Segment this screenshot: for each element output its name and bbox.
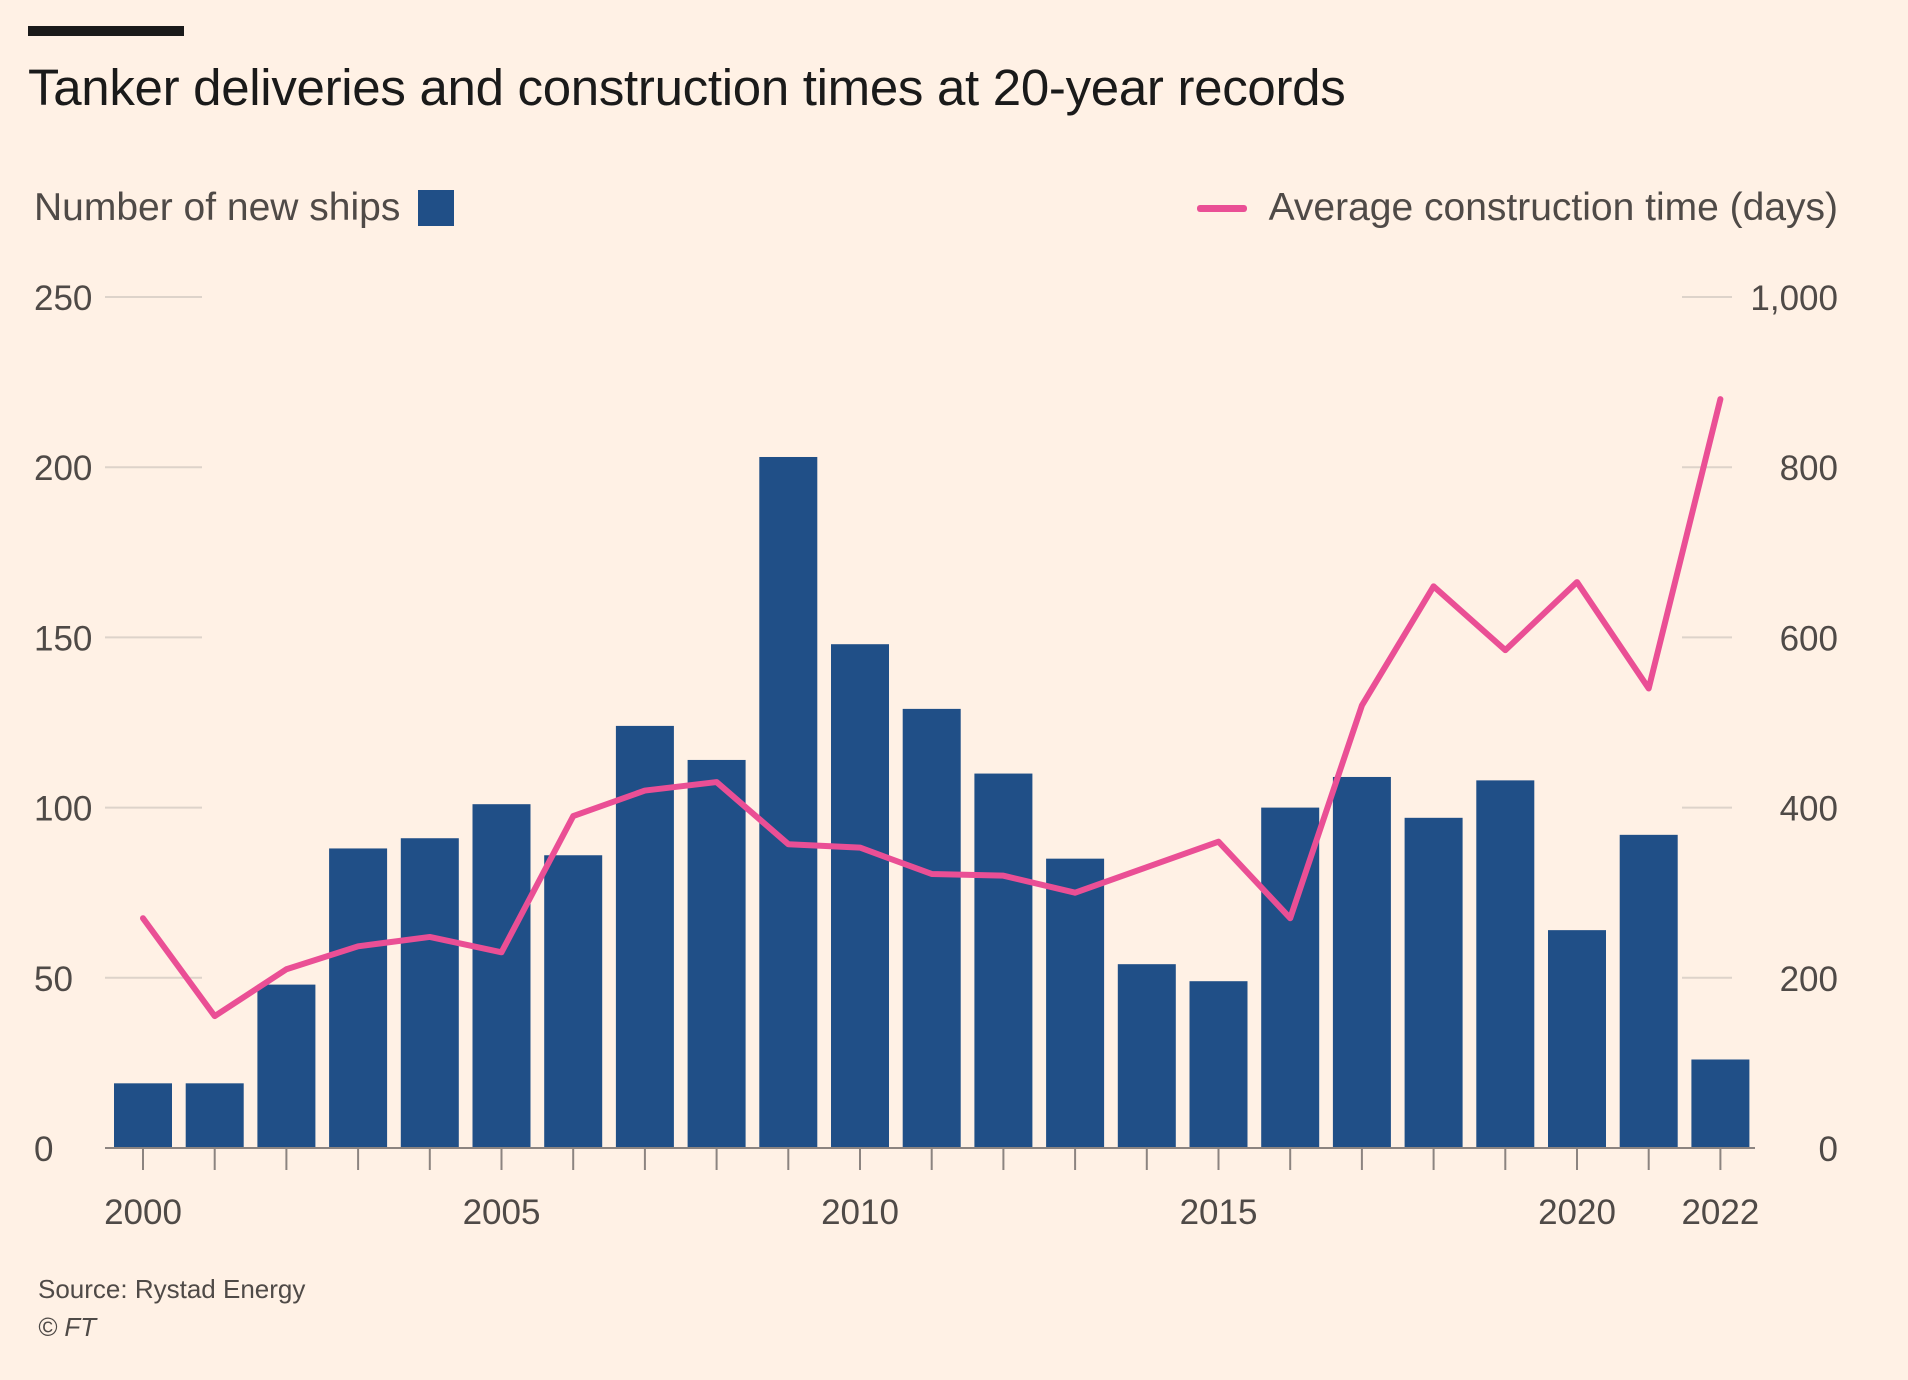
left-tick-label: 250 <box>34 279 92 318</box>
bar-2009 <box>759 456 818 1148</box>
bar-2017 <box>1332 776 1391 1148</box>
x-tick-label: 2015 <box>1180 1193 1258 1232</box>
source-note: Source: Rystad Energy <box>38 1274 306 1304</box>
construction-time-line <box>140 396 1724 1020</box>
legend-line: Average construction time (days) <box>1196 186 1838 230</box>
legend-line-swatch <box>1196 204 1247 212</box>
bar-2019 <box>1476 780 1535 1148</box>
bar-2008 <box>687 759 746 1148</box>
legend-line-label: Average construction time (days) <box>1268 186 1838 229</box>
left-tick-label: 50 <box>34 960 73 999</box>
legend-bars-label: Number of new ships <box>34 186 401 229</box>
bar-2006 <box>544 855 603 1148</box>
left-tick-label: 200 <box>34 449 92 488</box>
right-tick-label: 1,000 <box>1750 279 1838 318</box>
bar-2000 <box>114 1083 172 1148</box>
bar-2005 <box>472 804 531 1148</box>
x-tick-label: 2020 <box>1538 1193 1616 1232</box>
legend-bars: Number of new ships <box>34 186 455 230</box>
bar-2013 <box>1046 858 1105 1148</box>
bar-2011 <box>902 708 961 1148</box>
bar-2002 <box>257 984 316 1148</box>
x-tick-label: 2022 <box>1681 1193 1759 1232</box>
x-tick-label: 2000 <box>104 1193 182 1232</box>
right-tick-label: 400 <box>1780 790 1838 829</box>
bar-2015 <box>1189 981 1248 1148</box>
bar-2012 <box>974 773 1033 1148</box>
right-tick-label: 600 <box>1780 619 1838 658</box>
left-tick-label: 150 <box>34 619 92 658</box>
bar-2001 <box>185 1083 244 1148</box>
legend-bars-swatch <box>418 190 455 226</box>
right-tick-label: 200 <box>1780 960 1838 999</box>
copyright-note: © FT <box>38 1312 97 1342</box>
left-tick-label: 100 <box>34 790 92 829</box>
bar-2018 <box>1404 817 1463 1148</box>
bar-2003 <box>329 848 388 1148</box>
left-tick-label: 0 <box>34 1130 53 1169</box>
ft-top-rule <box>28 26 184 36</box>
bar-2004 <box>400 838 459 1148</box>
bar-2020 <box>1548 930 1606 1148</box>
x-tick-label: 2005 <box>463 1193 541 1232</box>
bar-2010 <box>831 644 889 1148</box>
bar-2021 <box>1619 834 1678 1148</box>
bar-2022 <box>1691 1059 1750 1148</box>
right-tick-label: 800 <box>1780 449 1838 488</box>
bar-2014 <box>1117 964 1176 1148</box>
x-tick-label: 2010 <box>821 1193 899 1232</box>
right-tick-label: 0 <box>1819 1130 1838 1169</box>
chart-footer: Source: Rystad Energy © FT <box>38 1270 305 1346</box>
chart-title: Tanker deliveries and construction times… <box>28 59 1346 116</box>
